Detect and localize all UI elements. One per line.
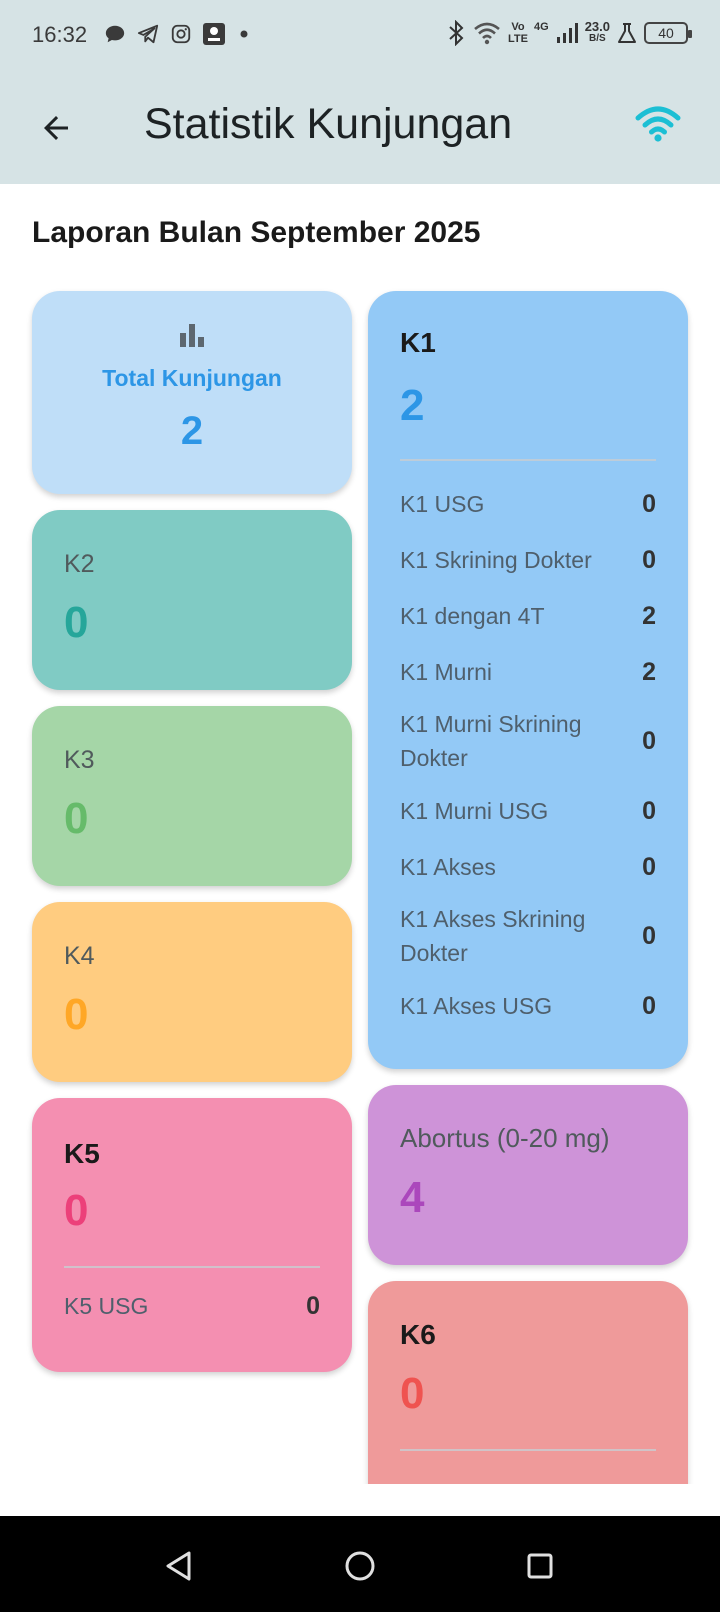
- k1-row-skrining-dokter: K1 Skrining Dokter 0: [400, 543, 656, 577]
- report-title: Laporan Bulan September 2025: [32, 216, 481, 249]
- telegram-icon: [137, 24, 159, 44]
- abortus-card: Abortus (0-20 mg) 4: [368, 1085, 688, 1265]
- k1-row-label: K1 dengan 4T: [400, 603, 545, 629]
- k1-row-value: 0: [642, 726, 656, 755]
- wifi-icon: [635, 106, 681, 142]
- network-type: 4G: [534, 21, 549, 33]
- k1-row-akses-skrining: K1 Akses Skrining Dokter 0: [400, 902, 656, 970]
- k1-row-value: 0: [642, 489, 656, 518]
- k1-row-label: K1 USG: [400, 491, 485, 517]
- nav-recents-button[interactable]: [516, 1542, 564, 1590]
- k1-row-murni-usg: K1 Murni USG 0: [400, 794, 656, 828]
- k4-value: 0: [64, 990, 89, 1039]
- k6-card: K6 0: [368, 1281, 688, 1521]
- square-recents-icon: [527, 1553, 553, 1579]
- more-notifications-dot-icon: [240, 30, 248, 38]
- flask-icon: [618, 23, 636, 43]
- back-button[interactable]: [30, 102, 82, 154]
- k5-value: 0: [64, 1186, 89, 1235]
- k1-title: K1: [400, 327, 436, 358]
- k1-row-label: K1 Murni: [400, 659, 493, 685]
- k4-card: K4 0: [32, 902, 352, 1082]
- triangle-back-icon: [166, 1551, 191, 1581]
- k1-row-akses-usg: K1 Akses USG 0: [400, 989, 656, 1023]
- system-icons: Vo LTE 4G 23.0 B/S 40: [446, 19, 692, 46]
- k1-row-label: K1 Akses USG: [400, 993, 553, 1019]
- connection-status-button[interactable]: [634, 104, 684, 150]
- bluetooth-icon: [449, 20, 464, 46]
- page-title: Statistik Kunjungan: [144, 100, 513, 148]
- network-speed: 23.0 B/S: [584, 19, 610, 44]
- tiket-app-icon: [203, 23, 225, 45]
- k3-value: 0: [64, 794, 89, 843]
- k1-card: K1 2 K1 USG 0 K1 Skrining Dokter 0 K1 de…: [368, 291, 688, 1069]
- bar-chart-icon: [180, 324, 204, 347]
- k1-row-label: K1 Akses: [400, 854, 496, 880]
- arrow-back-icon: [44, 116, 68, 140]
- battery-indicator: 40: [644, 22, 692, 44]
- k1-row-value: 0: [642, 991, 656, 1020]
- k2-value: 0: [64, 598, 89, 647]
- total-visits-value: 2: [180, 409, 204, 453]
- k1-row-value: 2: [642, 601, 656, 630]
- status-bar: 16:32 Vo LTE 4G 23.0 B/S 40: [0, 0, 720, 72]
- abortus-label: Abortus (0-20 mg): [400, 1123, 610, 1153]
- k1-row-value: 0: [642, 921, 656, 950]
- k5-card: K5 0 K5 USG 0: [32, 1098, 352, 1372]
- k2-label: K2: [64, 550, 95, 578]
- k1-row-murni-skrining: K1 Murni Skrining Dokter 0: [400, 707, 656, 775]
- k1-row-label: K1 Murni Skrining Dokter: [400, 711, 582, 771]
- signal-strength-icon: [556, 23, 578, 43]
- notification-icons: [104, 22, 252, 46]
- k1-row-4t: K1 dengan 4T 2: [400, 599, 656, 633]
- k6-divider: [400, 1449, 656, 1451]
- k2-card: K2 0: [32, 510, 352, 690]
- k5-row-usg: K5 USG 0: [64, 1289, 320, 1323]
- circle-home-icon: [345, 1551, 375, 1581]
- k1-row-value: 0: [642, 852, 656, 881]
- k5-title: K5: [64, 1138, 100, 1169]
- total-visits-card: Total Kunjungan 2: [32, 291, 352, 494]
- k6-title: K6: [400, 1319, 436, 1350]
- k3-label: K3: [64, 746, 95, 774]
- k1-row-value: 0: [642, 796, 656, 825]
- total-visits-label: Total Kunjungan: [102, 365, 282, 391]
- k1-row-akses: K1 Akses 0: [400, 850, 656, 884]
- abortus-value: 4: [400, 1173, 425, 1222]
- k6-value: 0: [400, 1369, 425, 1418]
- system-navigation-bar: [0, 1516, 720, 1612]
- k1-value: 2: [400, 381, 425, 430]
- app-bar: Statistik Kunjungan: [0, 72, 720, 184]
- nav-home-button[interactable]: [336, 1542, 384, 1590]
- status-time: 16:32: [32, 22, 88, 47]
- k1-row-label: K1 Akses Skrining Dokter: [400, 906, 586, 966]
- nav-back-button[interactable]: [155, 1542, 203, 1590]
- k5-row-label: K5 USG: [64, 1293, 149, 1319]
- instagram-icon: [171, 24, 191, 44]
- k1-row-murni: K1 Murni 2: [400, 655, 656, 689]
- k1-row-value: 2: [642, 657, 656, 686]
- volte-indicator: Vo LTE: [508, 21, 528, 45]
- k5-divider: [64, 1266, 320, 1268]
- k1-divider: [400, 459, 656, 461]
- k1-row-value: 0: [642, 545, 656, 574]
- chat-bubble-icon: [105, 25, 125, 43]
- k1-row-label: K1 Skrining Dokter: [400, 547, 592, 573]
- content-bottom-edge: [0, 1484, 720, 1516]
- wifi-status-icon: [474, 22, 500, 45]
- k5-row-value: 0: [306, 1291, 320, 1320]
- k1-row-label: K1 Murni USG: [400, 798, 549, 824]
- k3-card: K3 0: [32, 706, 352, 886]
- k1-row-usg: K1 USG 0: [400, 487, 656, 521]
- k4-label: K4: [64, 942, 95, 970]
